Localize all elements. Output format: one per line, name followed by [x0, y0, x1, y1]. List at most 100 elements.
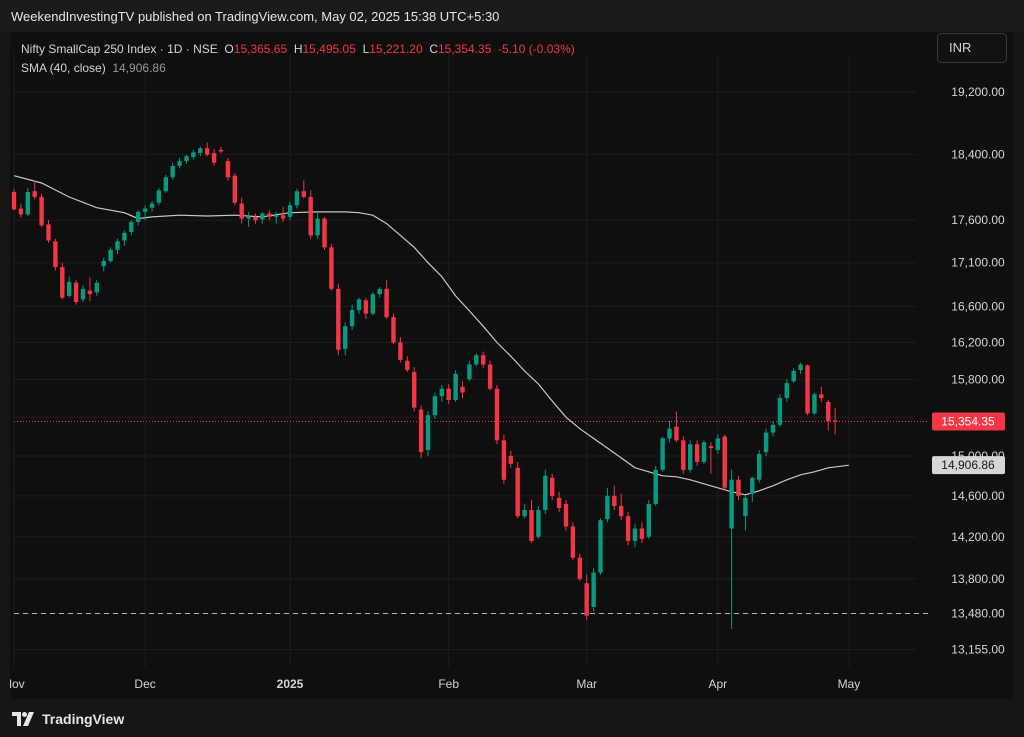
y-tick-label: 13,480.00	[951, 607, 1005, 621]
candle	[763, 428, 769, 456]
candle-body	[798, 364, 803, 371]
candle-body	[467, 364, 472, 380]
candle-body	[336, 288, 341, 350]
candle-body	[570, 526, 576, 558]
candle-body	[674, 426, 679, 441]
candle-body	[708, 446, 714, 449]
candle-body	[129, 221, 134, 233]
low-value: 15,221.20	[369, 42, 423, 56]
candle	[198, 146, 203, 157]
candle	[260, 211, 265, 224]
candle-body	[832, 420, 838, 422]
candle-body	[101, 261, 106, 267]
candle-body	[246, 216, 251, 219]
candle-body	[398, 342, 403, 360]
candle-body	[218, 149, 224, 152]
candle-body	[122, 232, 127, 241]
candle-body	[405, 360, 410, 371]
candle	[522, 503, 527, 519]
candle	[343, 322, 348, 356]
candle	[39, 193, 44, 227]
currency-button[interactable]: INR	[937, 33, 1007, 63]
candle	[329, 243, 334, 291]
candle-body	[18, 208, 24, 215]
candle	[356, 297, 362, 314]
open-value: 15,365.65	[233, 42, 288, 56]
candle-body	[701, 442, 707, 462]
candle	[798, 362, 803, 374]
y-tick-label: 17,600.00	[951, 213, 1005, 227]
y-tick-label: 13,155.00	[951, 643, 1005, 657]
candle-body	[280, 215, 286, 219]
chart-pane[interactable]: 19,200.00 18,400.00 17,600.00 17,100.00 16,6…	[10, 32, 1013, 699]
candlestick-chart[interactable]: 19,200.00 18,400.00 17,600.00 17,100.00 16,6…	[10, 32, 1013, 699]
candle-body	[267, 213, 272, 217]
candle	[701, 440, 707, 464]
candle-body	[501, 440, 507, 480]
tradingview-logo-icon	[12, 712, 34, 726]
close-value: 15,354.35	[437, 42, 492, 56]
high-value: 15,495.05	[302, 42, 356, 56]
candle-body	[556, 497, 562, 508]
candle	[11, 188, 17, 211]
y-tick-label: 13,800.00	[951, 572, 1005, 586]
candle	[101, 257, 106, 272]
price-tags: 15,354.35 14,906.86	[932, 412, 1005, 475]
candle-body	[605, 495, 610, 520]
candle	[481, 351, 486, 369]
candle-body	[384, 288, 389, 318]
publish-bar: WeekendInvestingTV published on TradingV…	[0, 0, 1024, 32]
candle-body	[191, 152, 196, 158]
candle	[812, 392, 817, 416]
candle-body	[115, 241, 120, 250]
candle	[287, 201, 293, 221]
symbol-title[interactable]: Nifty SmallCap 250 Index · 1D · NSE	[21, 42, 218, 56]
candle	[53, 238, 58, 271]
candle-body	[646, 503, 651, 537]
candle-body	[536, 510, 541, 537]
candle	[391, 313, 396, 345]
legend-sma-row: SMA (40, close) 14,906.86	[21, 59, 575, 78]
candle-body	[653, 469, 658, 504]
candle	[274, 211, 279, 224]
candle-body	[391, 317, 396, 343]
candle-body	[729, 479, 734, 529]
candle	[708, 442, 714, 474]
candle-body	[94, 282, 99, 293]
candle-body	[639, 528, 645, 539]
candle	[115, 238, 120, 255]
candle-body	[377, 288, 382, 295]
candle	[784, 379, 789, 402]
candle	[218, 146, 224, 154]
candle	[425, 411, 431, 456]
sma-label[interactable]: SMA (40, close)	[21, 61, 106, 75]
candle-body	[619, 505, 624, 517]
candle-body	[370, 294, 375, 314]
candle-body	[743, 497, 748, 517]
candle-body	[563, 503, 569, 527]
sma-line	[13, 175, 849, 496]
sma-layer	[13, 175, 849, 496]
high-key: H	[293, 42, 303, 56]
candle	[73, 280, 79, 305]
candle-body	[156, 190, 162, 203]
candle-body	[425, 415, 431, 451]
close-key: C	[429, 42, 438, 56]
candle	[418, 405, 424, 458]
candle-body	[73, 282, 79, 303]
candle-body	[681, 440, 686, 470]
candle	[191, 149, 196, 160]
candle-body	[163, 177, 168, 192]
candle	[432, 392, 438, 420]
candle-body	[481, 355, 486, 365]
candle	[108, 247, 113, 263]
candle	[591, 568, 596, 612]
candle	[515, 461, 520, 519]
candle	[474, 353, 479, 367]
tradingview-logo[interactable]: TradingView	[12, 711, 124, 727]
candle-body	[301, 191, 306, 197]
y-tick-label: 16,200.00	[951, 335, 1005, 349]
candle	[439, 384, 444, 402]
candle-body	[750, 477, 755, 494]
change-value: -5.10 (-0.03%)	[498, 42, 575, 56]
